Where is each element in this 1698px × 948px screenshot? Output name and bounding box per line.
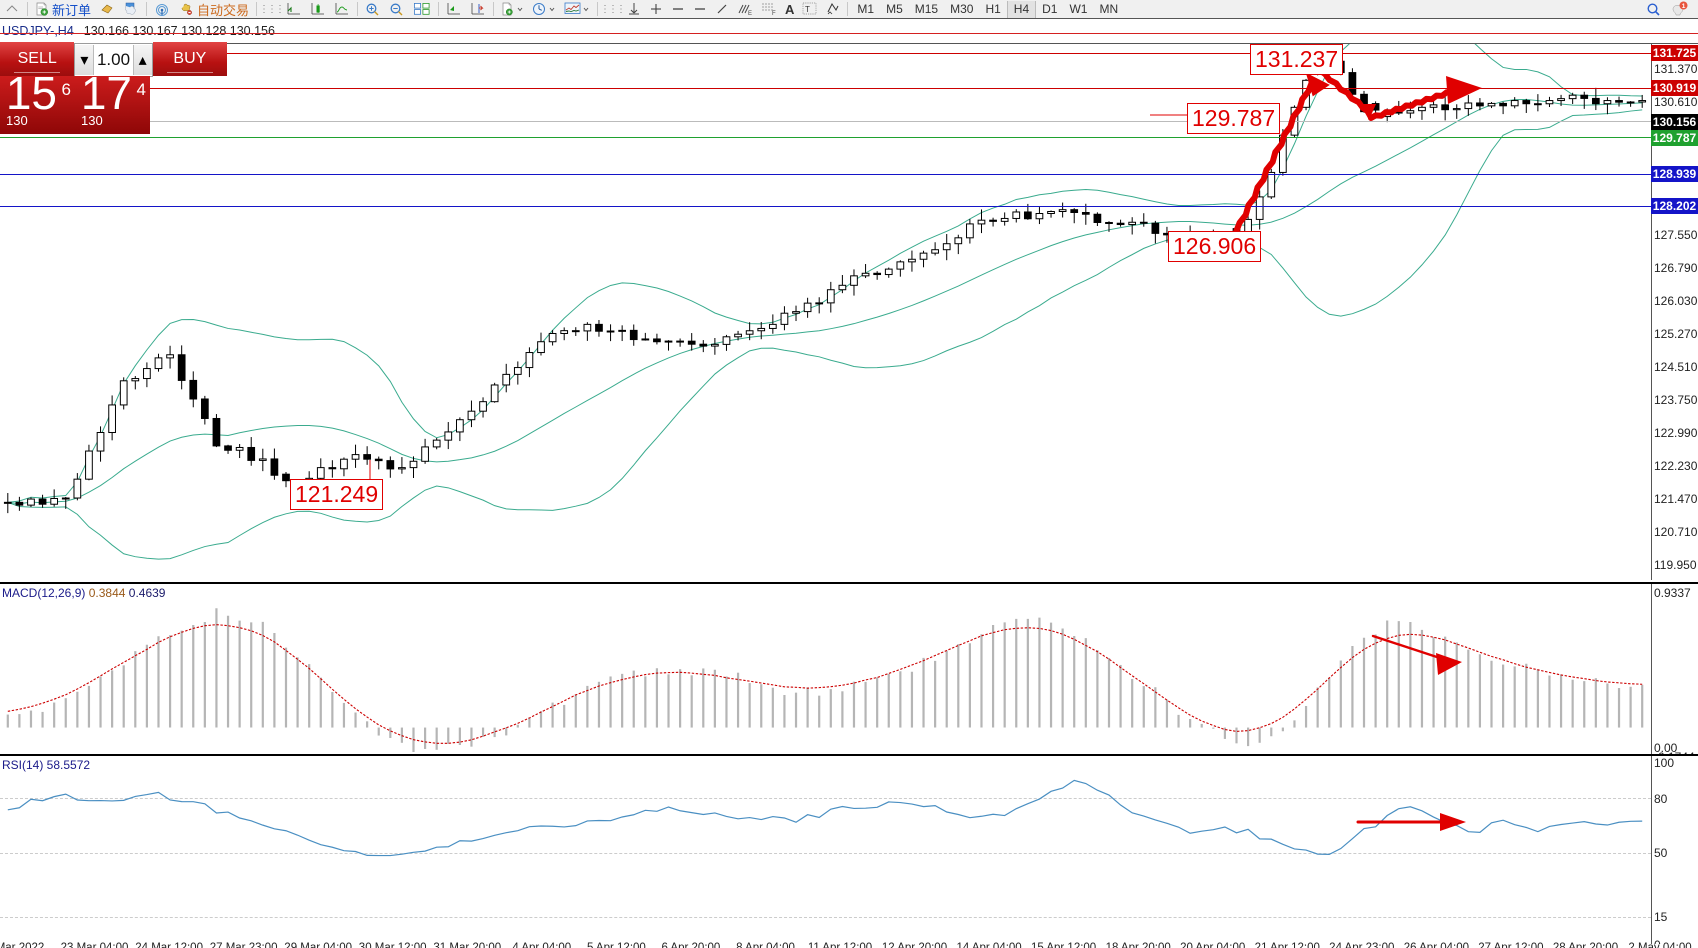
svg-text:E: E [748, 11, 752, 16]
svg-text:1: 1 [1682, 3, 1686, 10]
svg-text:T: T [805, 5, 810, 14]
svg-text:F: F [772, 11, 776, 16]
